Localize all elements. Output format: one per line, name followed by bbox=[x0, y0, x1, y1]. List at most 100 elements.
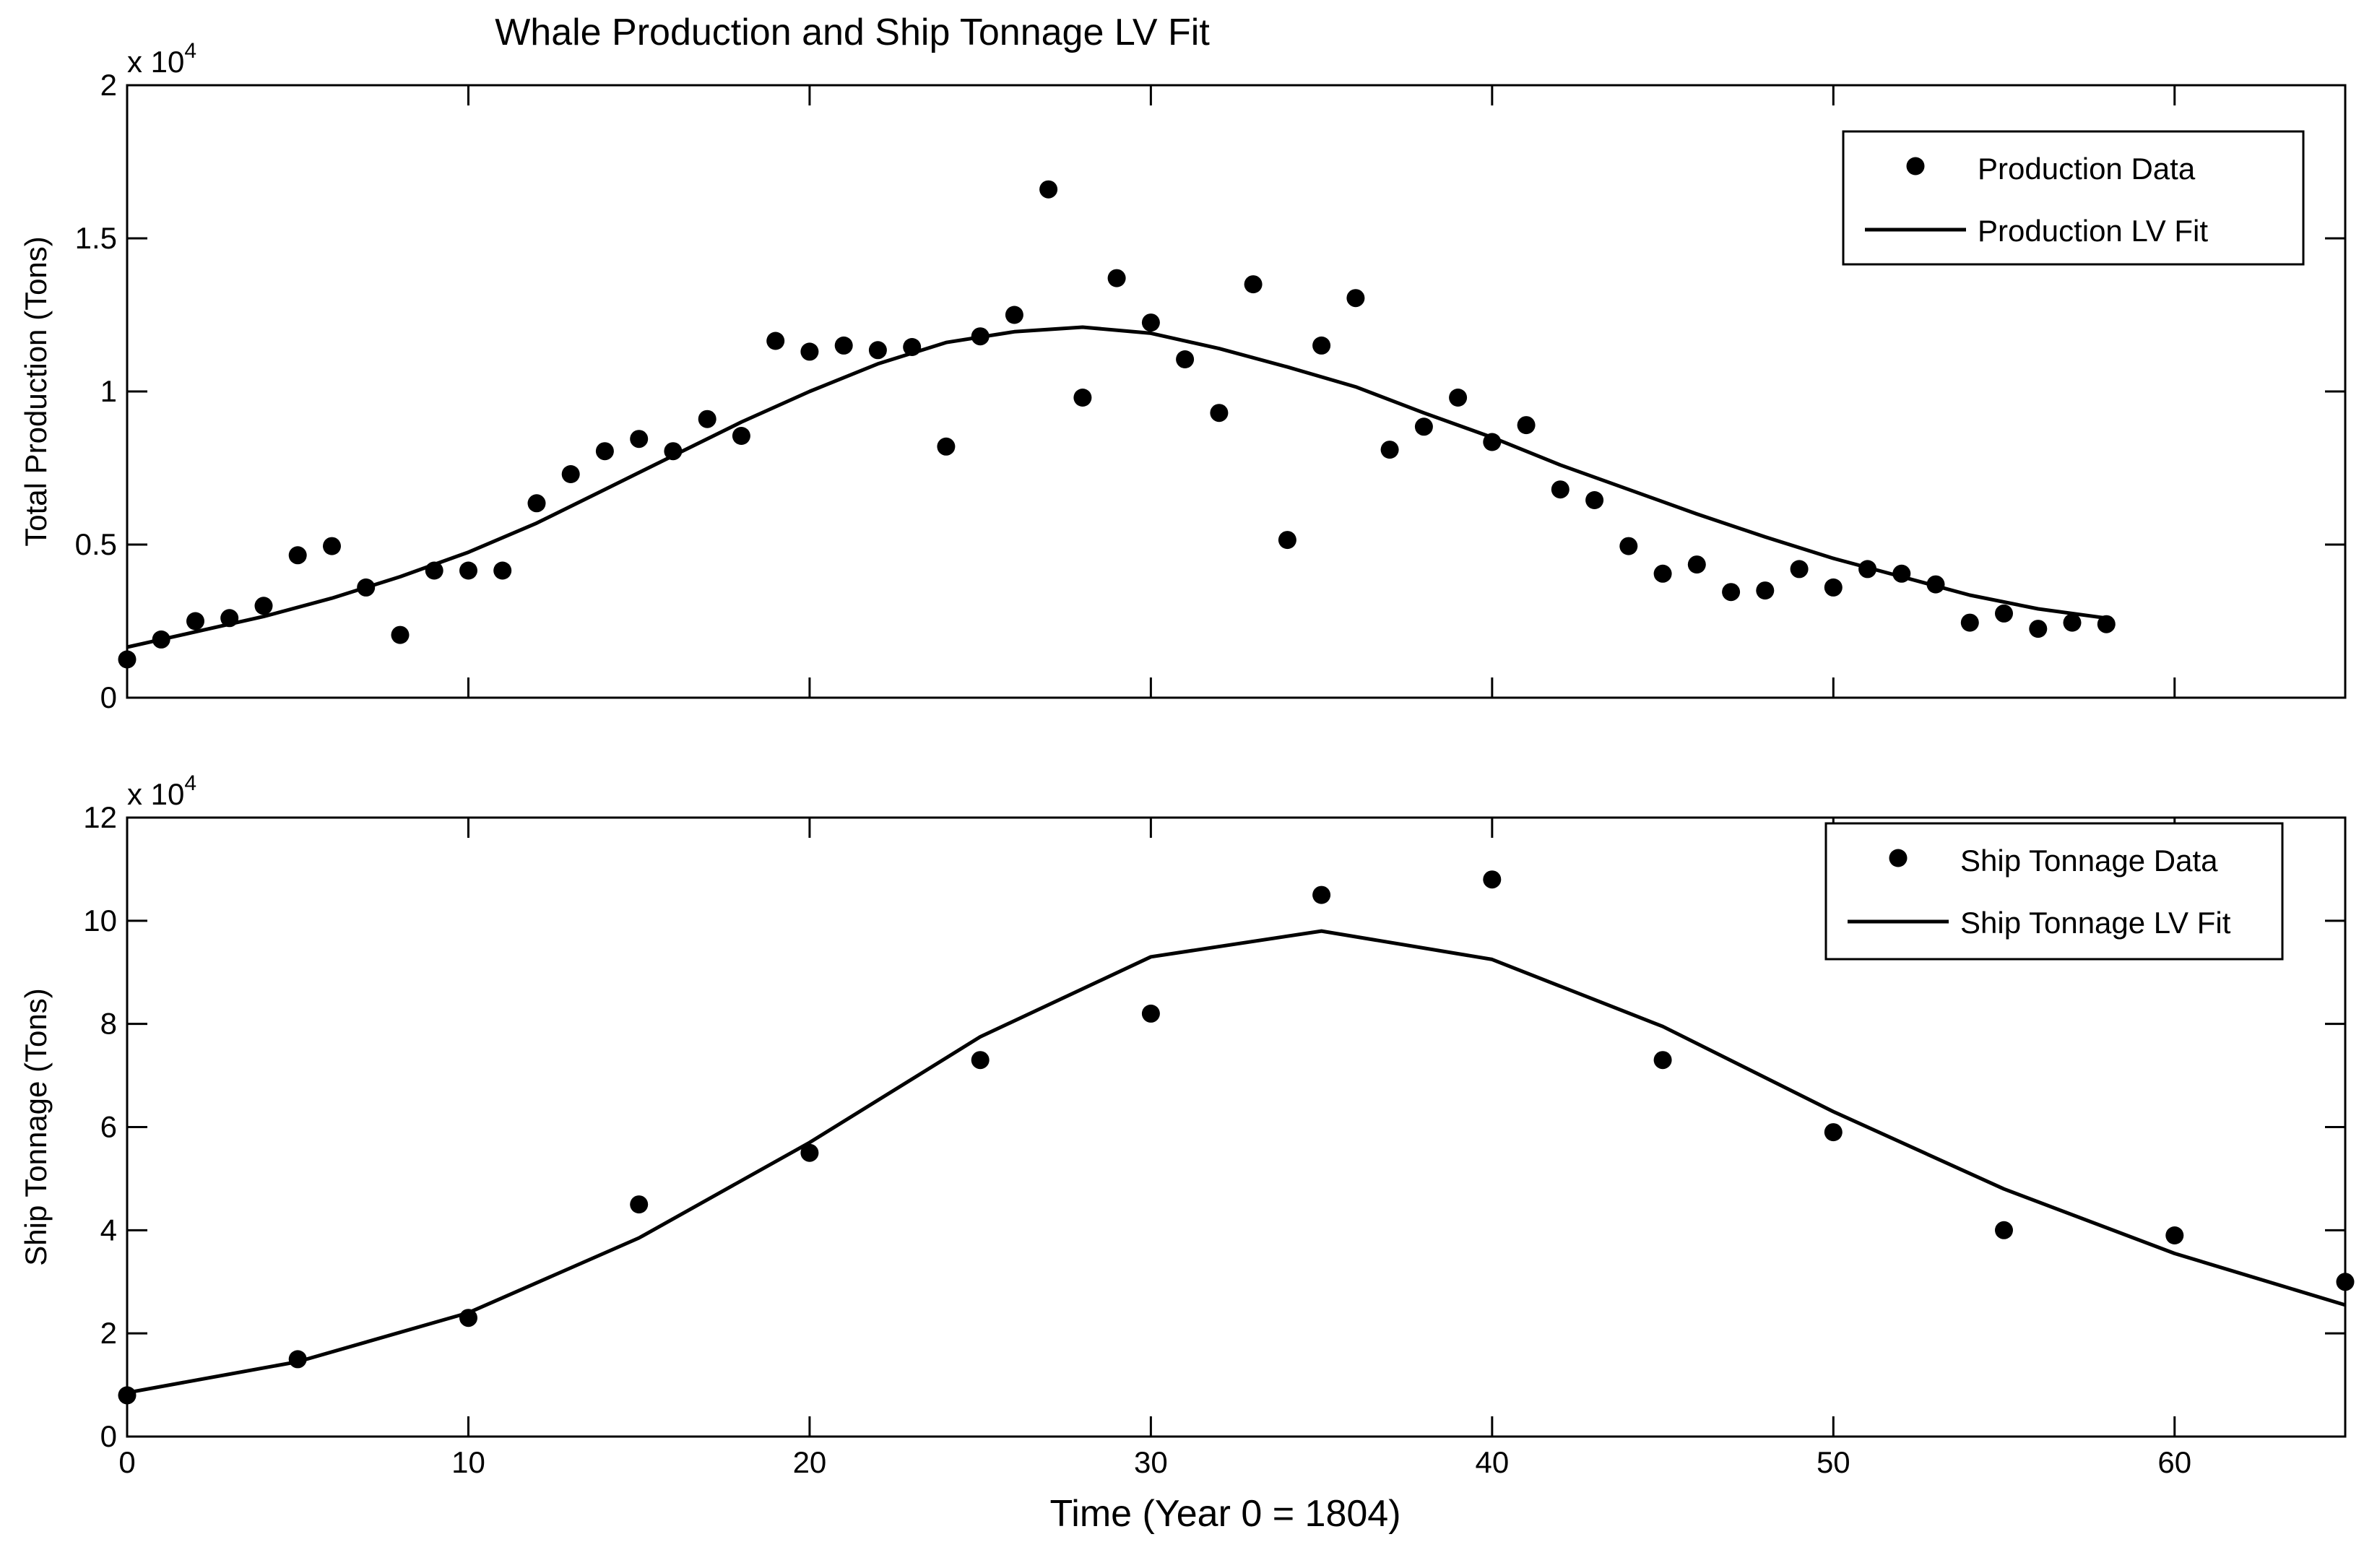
production-data-point bbox=[1619, 537, 1638, 555]
tonnage-legend: Ship Tonnage Data Ship Tonnage LV Fit bbox=[1824, 822, 2284, 961]
tonnage-fit-line bbox=[126, 929, 2346, 1395]
production-data-point bbox=[834, 336, 853, 355]
production-data-point bbox=[1107, 269, 1126, 287]
tonnage-data-point bbox=[2165, 1226, 2184, 1244]
production-data-point bbox=[323, 537, 341, 555]
production-ytick-label: 0.5 bbox=[75, 527, 117, 561]
production-data-point bbox=[1824, 578, 1843, 597]
production-data-point bbox=[868, 341, 887, 360]
production-data-point bbox=[2029, 620, 2048, 638]
tonnage-xtick-label: 40 bbox=[1475, 1445, 1509, 1479]
production-data-point bbox=[664, 442, 683, 461]
production-ytick-label: 2 bbox=[100, 68, 117, 102]
production-data-point bbox=[1995, 604, 2013, 623]
production-data-point bbox=[1176, 350, 1195, 368]
production-data-point bbox=[561, 465, 580, 483]
tonnage-exponent-power: 4 bbox=[184, 771, 196, 795]
tonnage-xtick-label: 60 bbox=[2157, 1445, 2191, 1479]
tonnage-data-point bbox=[118, 1386, 137, 1405]
tonnage-legend-marker-swatch bbox=[1889, 849, 1908, 867]
production-data-point bbox=[391, 625, 410, 644]
production-exponent-label: x 104 bbox=[127, 39, 196, 79]
tonnage-ytick-label: 0 bbox=[100, 1419, 117, 1453]
tonnage-xtick-label: 0 bbox=[118, 1445, 135, 1479]
production-exponent-power: 4 bbox=[184, 39, 196, 63]
production-data-point bbox=[1449, 389, 1468, 407]
production-data-point bbox=[1380, 441, 1399, 459]
tonnage-data-point bbox=[630, 1195, 649, 1214]
production-data-point bbox=[1141, 313, 1160, 332]
tonnage-data-point bbox=[971, 1051, 990, 1070]
production-data-point bbox=[937, 437, 956, 456]
tonnage-data-point bbox=[800, 1143, 819, 1162]
production-data-point bbox=[732, 427, 750, 445]
production-legend-label: Production LV Fit bbox=[1978, 214, 2208, 248]
production-data-point bbox=[1653, 564, 1672, 583]
production-data-point bbox=[1346, 289, 1365, 308]
production-legend-box bbox=[1842, 130, 2305, 266]
production-data-point bbox=[1210, 404, 1229, 423]
production-data-point bbox=[1790, 560, 1809, 579]
tonnage-data-point bbox=[1653, 1051, 1672, 1070]
production-data-point bbox=[1073, 389, 1092, 407]
tonnage-exponent-label: x 104 bbox=[127, 771, 196, 811]
production-data-point bbox=[1585, 491, 1604, 509]
production-data-point bbox=[1687, 555, 1706, 574]
production-data-point bbox=[1278, 531, 1296, 550]
production-data-point bbox=[288, 546, 307, 565]
tonnage-ytick-label: 6 bbox=[100, 1110, 117, 1144]
tonnage-ytick-label: 8 bbox=[100, 1007, 117, 1041]
production-data-point bbox=[186, 612, 204, 631]
production-fit-line bbox=[126, 325, 2107, 649]
production-data-point bbox=[118, 650, 137, 669]
production-data-point bbox=[2097, 615, 2116, 633]
tonnage-legend-label: Ship Tonnage Data bbox=[1960, 844, 2218, 878]
tonnage-data-point bbox=[1312, 885, 1331, 904]
production-data-point bbox=[1551, 480, 1569, 499]
production-ytick-label: 0 bbox=[100, 680, 117, 714]
tonnage-legend-label: Ship Tonnage LV Fit bbox=[1960, 906, 2231, 940]
tonnage-ytick-label: 10 bbox=[83, 904, 117, 937]
production-data-point bbox=[1244, 275, 1263, 294]
production-data-point bbox=[595, 442, 614, 461]
production-data-point bbox=[1414, 417, 1433, 436]
production-data-point bbox=[459, 561, 477, 580]
tonnage-ytick-label: 12 bbox=[83, 800, 117, 834]
production-data-point bbox=[1312, 336, 1331, 355]
production-data-point bbox=[493, 561, 512, 580]
production-data-point bbox=[2063, 613, 2082, 632]
production-legend: Production Data Production LV Fit bbox=[1842, 130, 2305, 266]
production-data-point bbox=[1756, 581, 1775, 600]
tonnage-exponent-base: x 10 bbox=[127, 777, 184, 811]
tonnage-xtick-label: 20 bbox=[793, 1445, 827, 1479]
tonnage-data-point bbox=[1824, 1123, 1843, 1142]
production-ylabel: Total Production (Tons) bbox=[19, 236, 53, 547]
production-data-point bbox=[254, 597, 273, 615]
tonnage-data-point bbox=[1483, 870, 1502, 889]
production-ytick-label: 1.5 bbox=[75, 221, 117, 255]
tonnage-xtick-label: 50 bbox=[1817, 1445, 1850, 1479]
tonnage-data-point bbox=[1995, 1221, 2013, 1239]
tonnage-xlabel: Time (Year 0 = 1804) bbox=[1049, 1493, 1400, 1535]
production-data-point bbox=[527, 494, 546, 513]
production-data-point bbox=[1039, 180, 1058, 199]
production-data-point bbox=[766, 332, 785, 350]
production-data-point bbox=[698, 410, 716, 428]
production-legend-marker-swatch bbox=[1906, 157, 1925, 176]
production-data-point bbox=[1005, 306, 1023, 324]
tonnage-ylabel: Ship Tonnage (Tons) bbox=[19, 988, 53, 1265]
tonnage-xtick-label: 10 bbox=[451, 1445, 485, 1479]
production-data-point bbox=[630, 430, 649, 449]
tonnage-legend-box bbox=[1824, 822, 2284, 961]
tonnage-ytick-label: 2 bbox=[100, 1316, 117, 1350]
production-axes: 0 0.5 1 1.5 2 x 104 Total Production (Tons) Pro… bbox=[19, 39, 2347, 714]
production-data-point bbox=[1517, 416, 1536, 435]
figure-title: Whale Production and Ship Tonnage LV Fit bbox=[495, 12, 1210, 53]
tonnage-data-point bbox=[2336, 1273, 2355, 1291]
tonnage-ytick-label: 4 bbox=[100, 1213, 117, 1247]
production-ytick-label: 1 bbox=[100, 374, 117, 408]
production-data-point bbox=[1960, 613, 1979, 632]
tonnage-data-point bbox=[1141, 1004, 1160, 1023]
